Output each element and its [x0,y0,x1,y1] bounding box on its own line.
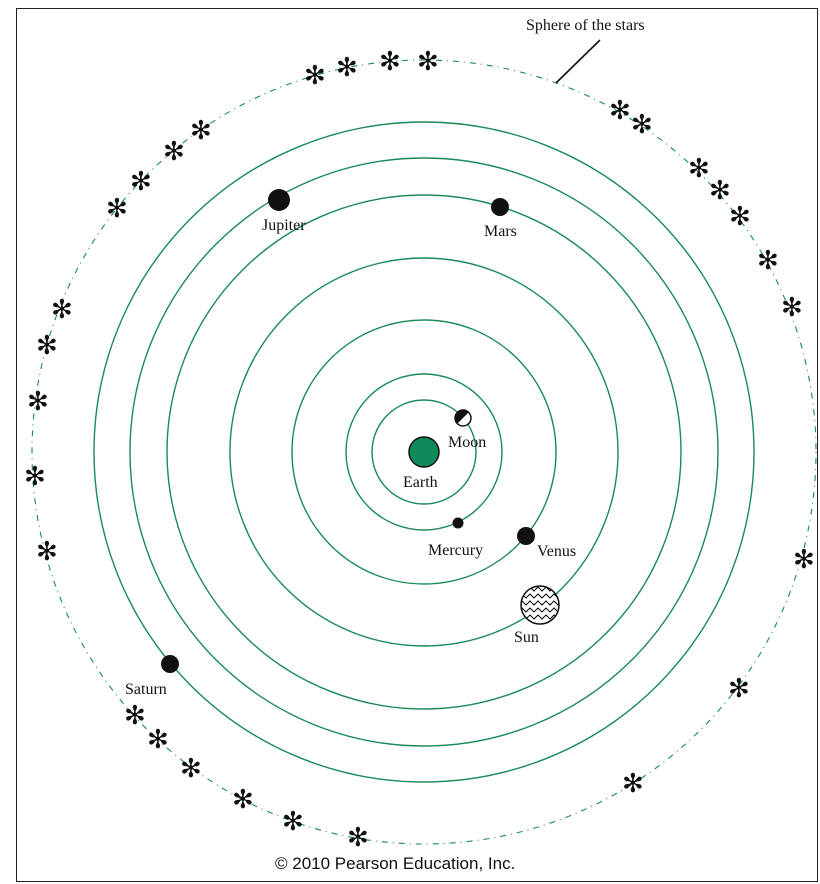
star-marker: ✻ [51,295,73,325]
star-marker: ✻ [729,202,751,232]
star-marker: ✻ [232,785,254,815]
star-marker: ✻ [417,47,439,77]
saturn-label: Saturn [125,681,167,698]
jupiter-body [268,189,290,211]
orbit-saturn [93,121,755,783]
sphere-of-stars-label: Sphere of the stars [526,17,645,34]
star-marker: ✻ [709,176,731,206]
orbit-mercury [345,373,503,531]
copyright-notice: © 2010 Pearson Education, Inc. [275,854,515,873]
star-marker: ✻ [757,246,779,276]
star-marker: ✻ [609,96,631,126]
star-marker: ✻ [106,194,128,224]
star-marker: ✻ [304,61,326,91]
star-marker: ✻ [190,116,212,146]
star-marker: ✻ [24,462,46,492]
star-marker: ✻ [282,807,304,837]
star-marker: ✻ [622,769,644,799]
moon-body [454,409,472,427]
moon-label: Moon [448,434,486,451]
star-marker: ✻ [336,53,358,83]
mars-label: Mars [484,223,517,240]
orbit-sun [229,257,619,647]
star-marker: ✻ [36,331,58,361]
star-marker: ✻ [124,701,146,731]
mercury-label: Mercury [428,542,483,559]
star-marker: ✻ [688,154,710,184]
orbits-group [31,59,817,845]
star-marker: ✻ [631,110,653,140]
orbit-venus [291,319,557,585]
star-marker: ✻ [27,387,49,417]
jupiter-label: Jupiter [262,217,306,234]
orbit-mars [166,194,682,710]
earth-label: Earth [403,474,438,491]
mars-body [491,198,509,216]
star-marker: ✻ [781,293,803,323]
star-marker: ✻ [180,754,202,784]
stars-group: ✻ ✻ ✻ ✻ ✻ ✻ ✻ ✻ ✻ ✻ ✻ ✻ ✻ ✻ ✻ ✻ ✻ ✻ ✻ ✻ … [24,47,815,853]
sun-body [520,585,560,625]
star-marker: ✻ [793,545,815,575]
saturn-body [161,655,179,673]
sphere-of-stars-circle [31,59,817,845]
star-marker: ✻ [130,167,152,197]
orbit-moon [371,399,477,505]
star-marker: ✻ [379,47,401,77]
orbit-jupiter [129,157,719,747]
venus-label: Venus [537,543,576,560]
sphere-label-leader [555,39,601,84]
mercury-body [452,517,464,529]
venus-body [517,527,535,545]
sun-label: Sun [514,629,539,646]
earth-body [408,436,440,468]
star-marker: ✻ [147,725,169,755]
star-marker: ✻ [347,823,369,853]
star-marker: ✻ [163,137,185,167]
star-marker: ✻ [36,537,58,567]
star-marker: ✻ [728,674,750,704]
